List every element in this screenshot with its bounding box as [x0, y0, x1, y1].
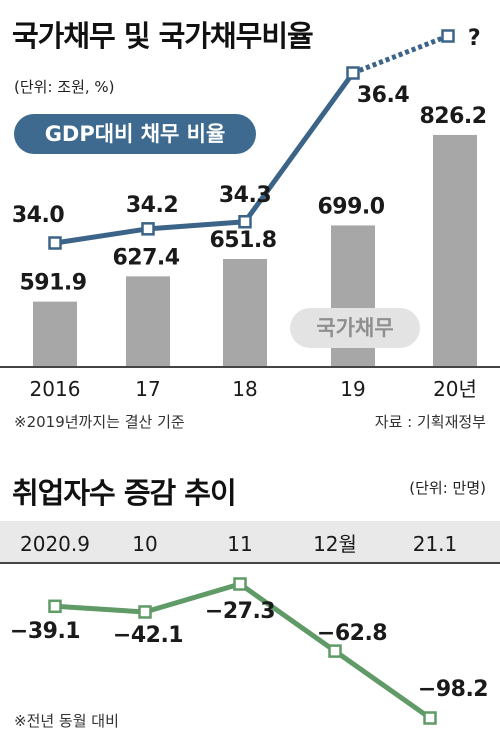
bar-series-tag: 국가채무	[290, 308, 420, 348]
jobs-value-label: −42.1	[113, 623, 183, 648]
debt-bar-value-label: 651.8	[209, 228, 276, 253]
bar-category-label: 17	[135, 377, 160, 401]
debt-ratio-marker	[346, 66, 360, 80]
debt-chart-title: 국가채무 및 국가채무비율	[12, 19, 313, 53]
jobs-category-label: 11	[227, 532, 252, 556]
jobs-line: −39.1 −42.1 −27.3 −62.8 −98.2	[10, 577, 489, 725]
debt-bars: 591.9 627.4 651.8 699.0 826.2	[19, 104, 487, 367]
debt-ratio-marker	[238, 215, 252, 229]
debt-ratio-marker	[48, 236, 62, 250]
debt-ratio-value-label: 36.4	[357, 83, 409, 108]
debt-ratio-value-label: 34.2	[126, 193, 178, 218]
bar-category-label: 18	[232, 377, 257, 401]
bar-category-label: 19	[340, 377, 365, 401]
jobs-chart-title: 취업자수 증감 추이	[12, 476, 236, 510]
jobs-marker	[328, 644, 342, 658]
jobs-chart-unit: (단위: 만명)	[409, 479, 486, 497]
jobs-marker	[233, 577, 247, 591]
jobs-marker	[48, 599, 62, 614]
jobs-category-label: 21.1	[413, 532, 458, 556]
bar-category-labels: 2016 17 18 19 20년	[30, 377, 477, 401]
debt-ratio-projected-marker	[441, 29, 455, 43]
debt-bar-20년	[433, 134, 477, 367]
debt-bar-17	[126, 276, 170, 367]
jobs-value-label: −62.8	[317, 621, 387, 646]
jobs-value-label: −39.1	[10, 619, 80, 644]
debt-ratio-line: 34.0 34.2 34.3 36.4?	[12, 26, 481, 250]
debt-ratio-value-label: 34.3	[219, 183, 271, 208]
projection-question-mark: ?	[468, 26, 480, 51]
bar-series-tag-label: 국가채무	[316, 316, 393, 340]
bar-category-label: 20년	[433, 377, 477, 401]
jobs-marker	[138, 605, 152, 619]
debt-bar-value-label: 699.0	[317, 194, 384, 219]
line-legend-label: GDP대비 채무 비율	[45, 122, 226, 146]
debt-bar-value-label: 627.4	[112, 245, 179, 270]
source-note: 자료 : 기획재정부	[375, 413, 486, 431]
debt-bar-2016	[33, 301, 77, 367]
line-legend-pill: GDP대비 채무 비율	[14, 114, 256, 154]
jobs-value-label: −98.2	[418, 677, 488, 702]
debt-ratio-value-label: 34.0	[12, 203, 64, 228]
jobs-category-labels: 2020.9 10 11 12월 21.1	[20, 532, 457, 556]
debt-bar-value-label: 591.9	[19, 271, 86, 296]
debt-ratio-projection	[352, 33, 449, 76]
debt-bar-18	[223, 259, 267, 367]
jobs-category-label: 10	[132, 532, 157, 556]
debt-footnote: ※2019년까지는 결산 기준	[14, 413, 185, 431]
jobs-value-label: −27.3	[205, 599, 275, 624]
jobs-category-label: 2020.9	[20, 532, 90, 556]
debt-chart-unit: (단위: 조원, %)	[14, 78, 115, 96]
jobs-footnote: ※전년 동월 대비	[14, 712, 119, 730]
debt-bar-value-label: 826.2	[419, 104, 486, 129]
debt-ratio-line-path	[54, 71, 356, 246]
jobs-marker	[423, 711, 437, 725]
debt-ratio-marker	[141, 222, 155, 236]
jobs-category-band	[0, 521, 500, 563]
jobs-category-label: 12월	[313, 532, 357, 556]
bar-category-label: 2016	[30, 377, 81, 401]
